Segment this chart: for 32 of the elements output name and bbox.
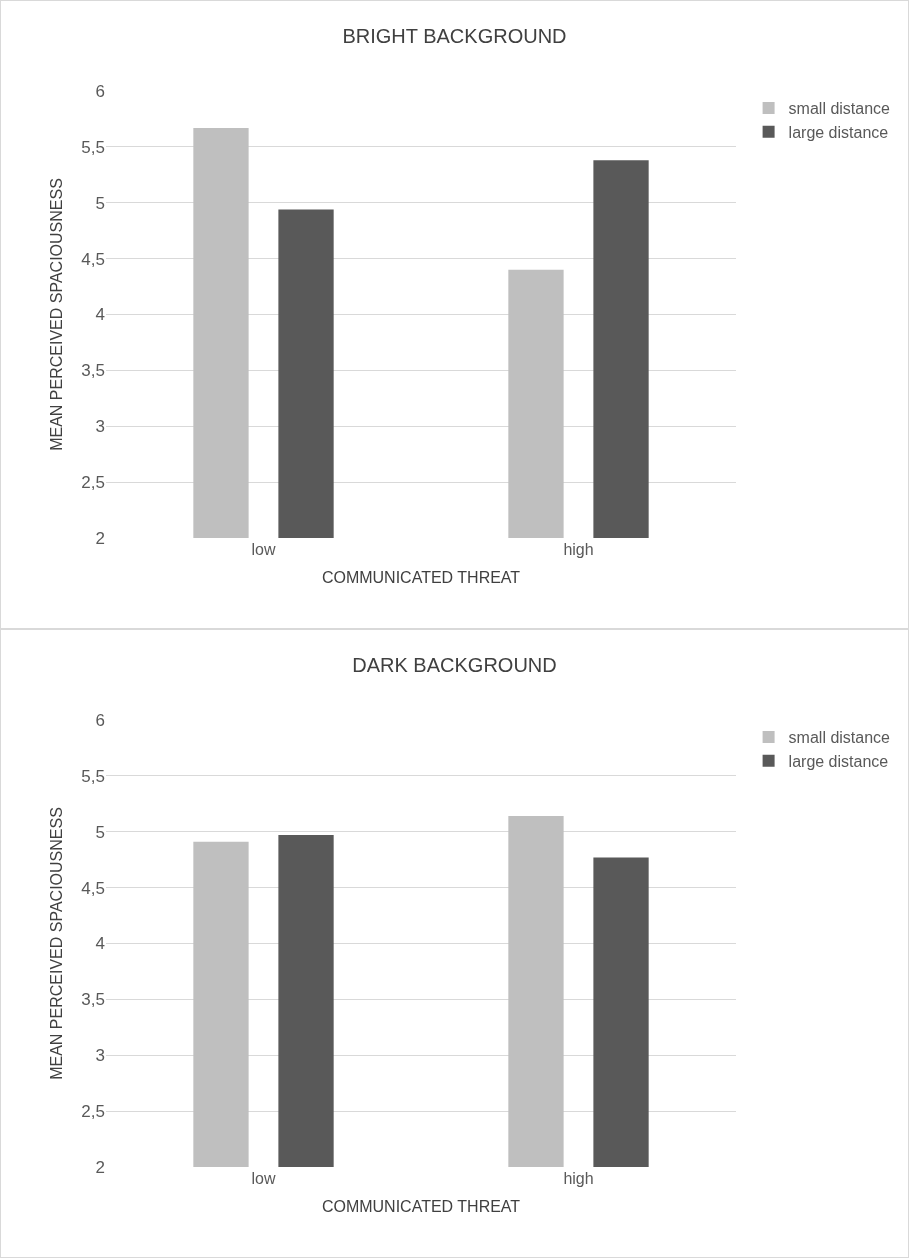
chart-title: BRIGHT BACKGROUND — [342, 25, 567, 48]
x-axis-title: COMMUNICATED THREAT — [321, 568, 521, 586]
y-tick-label: 4,5 — [81, 249, 105, 269]
y-tick-label: 5 — [95, 822, 105, 842]
y-tick-label: 5,5 — [81, 766, 105, 786]
chart-title: DARK BACKGROUND — [352, 654, 557, 677]
y-tick-label: 4 — [95, 305, 105, 325]
y-tick-label: 6 — [95, 81, 105, 101]
x-axis-title: COMMUNICATED THREAT — [321, 1197, 521, 1215]
y-tick-label: 2,5 — [81, 473, 105, 493]
y-tick-label: 4,5 — [81, 878, 105, 898]
legend-label: small distance — [788, 729, 891, 747]
x-tick-label: high — [563, 1170, 594, 1187]
y-tick-label: 2 — [95, 528, 105, 548]
y-axis-title: MEAN PERCEIVED SPACIOUSNESS — [48, 807, 66, 1080]
x-tick-label: low — [251, 541, 276, 558]
x-tick-label: high — [563, 541, 594, 558]
legend-label: small distance — [788, 100, 891, 118]
y-tick-label: 6 — [95, 710, 105, 730]
y-tick-label: 3,5 — [81, 990, 105, 1010]
y-tick-label: 5,5 — [81, 137, 105, 157]
y-tick-label: 3 — [95, 417, 105, 437]
y-tick-label: 3,5 — [81, 361, 105, 381]
y-tick-label: 2,5 — [81, 1102, 105, 1122]
y-axis-title: MEAN PERCEIVED SPACIOUSNESS — [48, 178, 66, 451]
legend-label: large distance — [788, 123, 889, 141]
y-tick-label: 4 — [95, 934, 105, 954]
y-tick-label: 5 — [95, 193, 105, 213]
y-tick-label: 3 — [95, 1046, 105, 1066]
x-tick-label: low — [251, 1170, 276, 1187]
legend-label: large distance — [788, 752, 889, 770]
y-tick-label: 2 — [95, 1157, 105, 1177]
